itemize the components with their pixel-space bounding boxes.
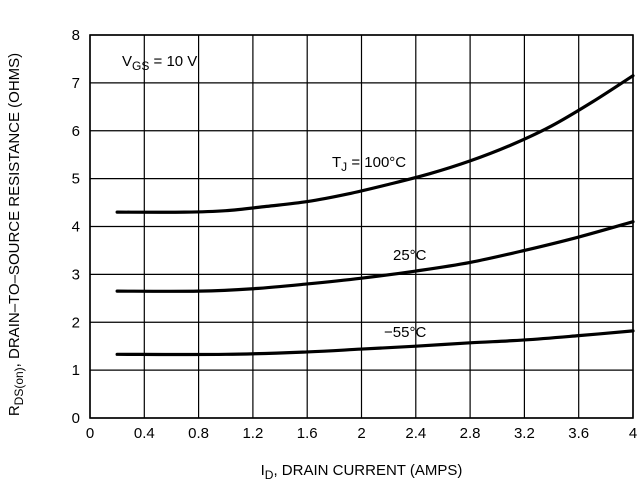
y-tick-label: 6: [72, 123, 80, 140]
vgs-annotation: VGS = 10 V: [122, 53, 197, 73]
x-tick-label: 2.8: [460, 425, 481, 442]
y-tick-label: 0: [72, 410, 80, 427]
y-tick-label: 3: [72, 266, 80, 283]
y-tick-label: 7: [72, 75, 80, 92]
x-tick-label: 3.6: [568, 425, 589, 442]
plot-frame: [89, 34, 634, 419]
y-tick-label: 8: [72, 27, 80, 44]
x-tick-label: 3.2: [514, 425, 535, 442]
x-axis-title: ID, DRAIN CURRENT (AMPS): [261, 462, 463, 482]
y-axis-title: RDS(on), DRAIN–TO–SOURCE RESISTANCE (OHM…: [6, 53, 26, 416]
curve-100c: [115, 74, 635, 214]
tj-100c-label: TJ = 100°C: [332, 154, 406, 174]
t-25c-label: 25°C: [393, 247, 427, 264]
x-tick-label: 4: [629, 425, 637, 442]
x-tick-label: 1.6: [297, 425, 318, 442]
y-tick-label: 2: [72, 314, 80, 331]
t-minus55c-label: −55°C: [384, 324, 426, 341]
x-tick-label: 0.8: [188, 425, 209, 442]
tick-labels: 0 0.4 0.8 1.2 1.6 2 2.4 2.8 3.2 3.6 4 0 1 2 3 4 5 6 7 8: [72, 27, 638, 442]
curve-25c: [115, 220, 635, 293]
x-tick-label: 1.2: [242, 425, 263, 442]
grid-lines: [89, 34, 634, 419]
curves: [115, 74, 635, 357]
y-tick-label: 5: [72, 171, 80, 188]
y-tick-label: 1: [72, 362, 80, 379]
x-tick-label: 2: [357, 425, 365, 442]
x-tick-label: 0: [86, 425, 94, 442]
curve-minus55c: [115, 329, 635, 357]
x-tick-label: 0.4: [134, 425, 155, 442]
x-tick-label: 2.4: [405, 425, 426, 442]
y-tick-label: 4: [72, 219, 80, 236]
